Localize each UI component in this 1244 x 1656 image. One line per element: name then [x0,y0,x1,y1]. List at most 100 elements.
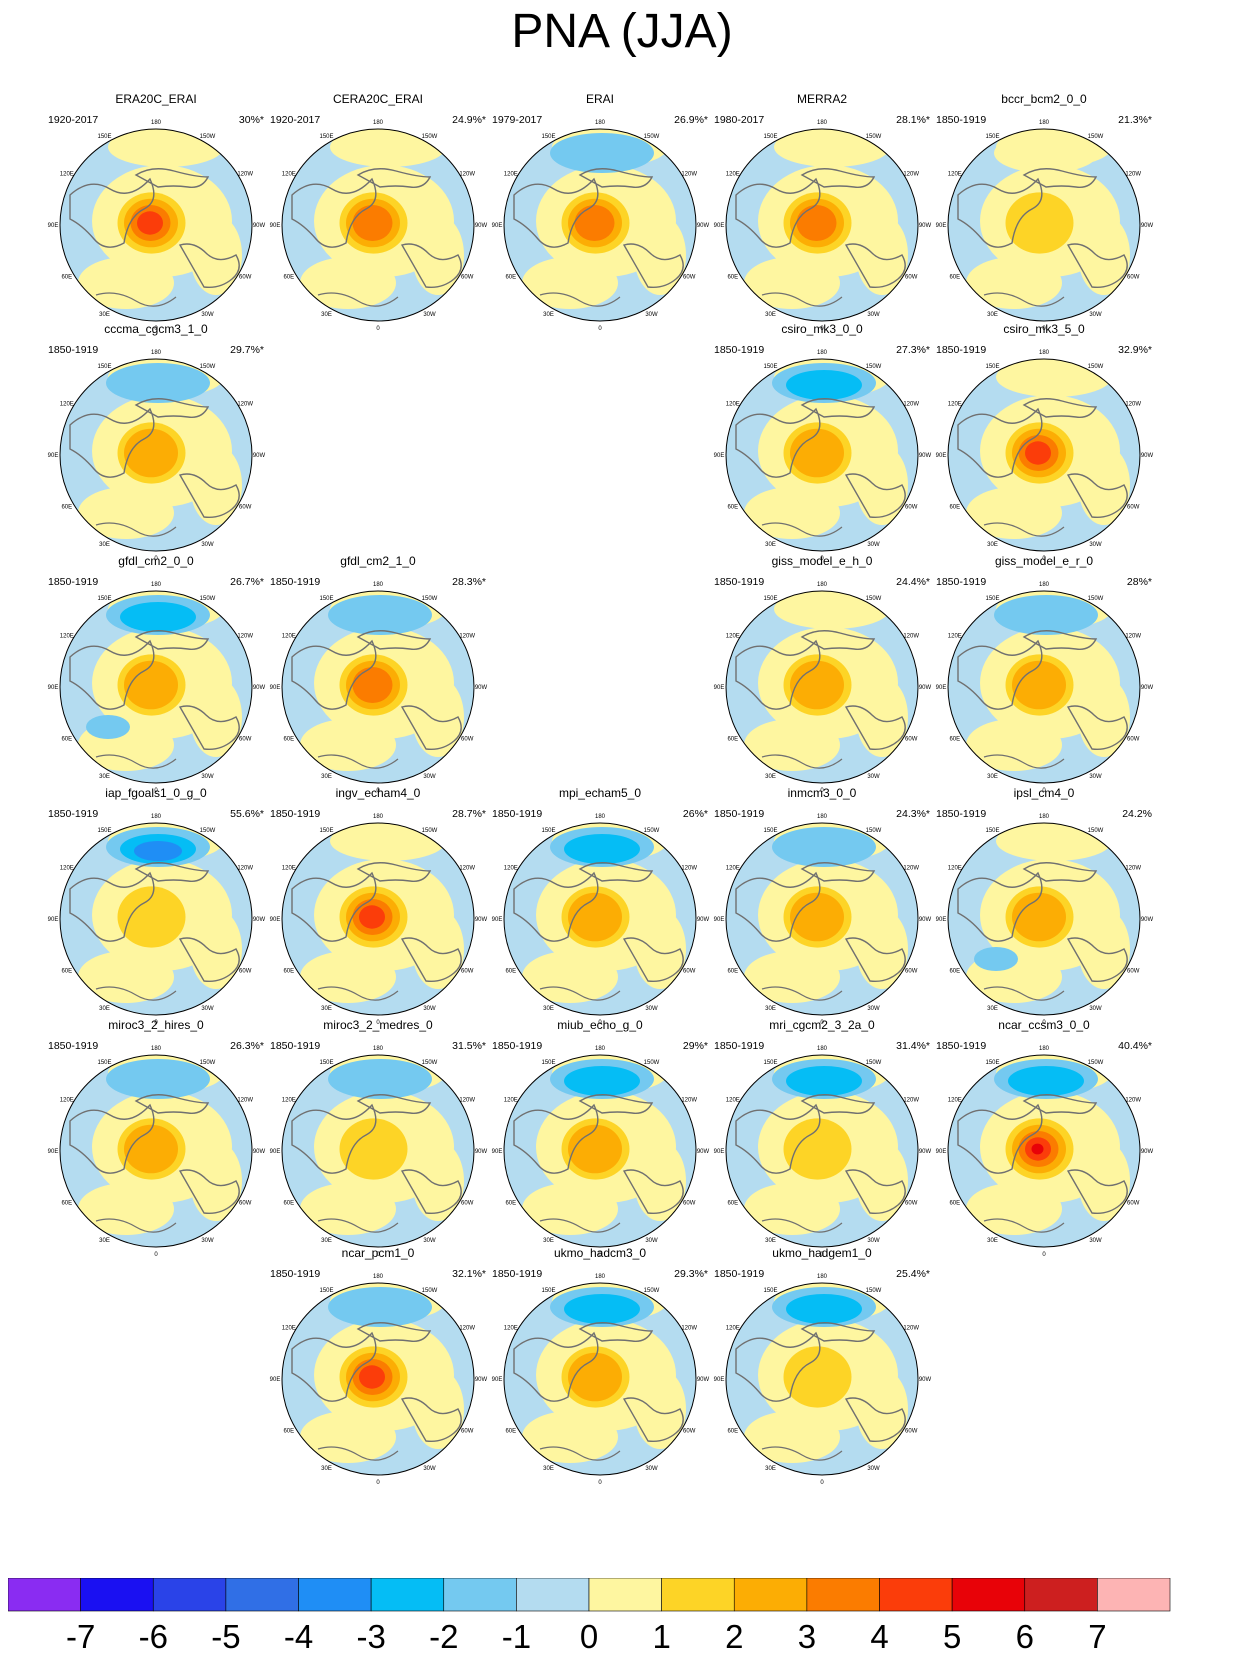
polar-map: 180 150W 120W 90W 60W 30W 0 30E 60E 90E 120E 150E [936,814,1154,1024]
positive-anomaly-region [744,1183,840,1235]
positive-anomaly-region [78,1183,174,1235]
panel-percent: 32.9%* [1118,344,1152,356]
longitude-label: 60W [905,505,918,511]
longitude-label: 60E [727,505,738,511]
longitude-label: 150E [985,1060,999,1066]
panel-percent: 26.9%* [674,114,708,126]
longitude-label: 30E [321,1006,332,1012]
longitude-label: 0 [376,1252,380,1256]
polar-map: 180 150W 120W 90W 60W 30W 0 30E 60E 90E 120E 150E [492,1274,710,1484]
longitude-label: 120E [948,634,962,640]
positive-anomaly-region [966,257,1062,309]
longitude-label: 30E [765,312,776,318]
longitude-label: 150E [97,596,111,602]
longitude-label: 150E [319,134,333,140]
positive-anomaly-region [300,1411,396,1463]
longitude-label: 90W [919,685,932,691]
panel-title: csiro_mk3_0_0 [781,322,863,336]
panel-period: 1850-1919 [714,808,765,820]
coastline [95,754,177,769]
colorbar-label: -3 [356,1618,385,1650]
longitude-label: 60E [61,275,72,281]
longitude-label: 60W [683,1429,696,1435]
longitude-label: 30E [987,312,998,318]
panel-title: giss_model_e_r_0 [994,554,1094,568]
longitude-label: 120E [504,1098,518,1104]
longitude-label: 60W [239,969,252,975]
coastline [317,754,399,769]
longitude-label: 120W [459,634,475,640]
longitude-label: 180 [1039,120,1050,126]
central-anomaly-level [124,660,178,710]
longitude-label: 90W [697,917,710,923]
longitude-label: 150W [200,1060,216,1066]
longitude-label: 90E [48,917,59,923]
longitude-label: 120W [1125,634,1141,640]
positive-anomaly-region [1078,445,1130,525]
coastline [291,168,462,289]
panel-period: 1920-2017 [270,114,321,126]
longitude-label: 30W [645,1006,658,1012]
panel-period: 1850-1919 [48,1040,99,1052]
colorbar-swatch [733,1578,808,1612]
positive-anomaly-region [190,909,242,989]
central-anomaly-level [359,1365,385,1389]
central-anomaly-level [568,1352,622,1402]
longitude-label: 0 [598,1020,602,1024]
coastline [761,522,843,537]
longitude-label: 30E [321,774,332,780]
longitude-label: 90E [936,223,947,229]
longitude-label: 150E [541,1288,555,1294]
positive-anomaly-region [300,719,396,771]
panel-title: miub_echo_g_0 [557,1018,643,1032]
colorbar-swatch [370,1578,445,1612]
panel-title: cccma_cgcm3_1_0 [104,322,208,336]
map-panel: 180 150W 120W 90W 60W 30W 0 30E 60E 90E 120E 150E in… [268,786,488,1024]
polar-map: 180 150W 120W 90W 60W 30W 0 30E 60E 90E 120E 150E [492,120,710,330]
longitude-label: 120E [948,1098,962,1104]
longitude-label: 150E [319,1060,333,1066]
longitude-label: 90W [475,1149,488,1155]
polar-map: 180 150W 120W 90W 60W 30W 0 30E 60E 90E 120E 150E [48,1046,266,1256]
polar-map: 180 150W 120W 90W 60W 30W 0 30E 60E 90E 120E 150E [936,350,1154,560]
colorbar-swatch [443,1578,517,1612]
positive-anomaly-region [856,215,908,295]
longitude-label: 90E [936,917,947,923]
longitude-label: 150E [97,828,111,834]
map-boundary [503,822,697,1016]
longitude-label: 60W [905,1201,918,1207]
longitude-label: 180 [817,582,828,588]
longitude-label: 120E [504,866,518,872]
map-panel: 180 150W 120W 90W 60W 30W 0 30E 60E 90E 120E 150E gf… [268,554,488,792]
longitude-label: 150E [319,1288,333,1294]
positive-anomaly-region [1078,215,1130,295]
longitude-label: 120W [237,402,253,408]
longitude-label: 60W [1127,275,1140,281]
longitude-label: 90W [1141,453,1154,459]
coastline [761,986,843,1001]
longitude-label: 150E [763,364,777,370]
longitude-label: 30W [423,774,436,780]
north-pacific-anomaly [106,1059,210,1099]
longitude-label: 30E [543,1238,554,1244]
longitude-label: 0 [376,1020,380,1024]
longitude-label: 60E [727,737,738,743]
central-anomaly-level [1005,192,1074,254]
longitude-label: 30W [645,1466,658,1472]
coastline [69,168,240,289]
longitude-label: 60W [683,1201,696,1207]
coastline [983,986,1065,1001]
north-pacific-anomaly [550,133,654,173]
central-anomaly-level [124,1124,178,1174]
colorbar-swatch [80,1578,154,1612]
polar-map: 180 150W 120W 90W 60W 30W 0 30E 60E 90E 120E 150E [714,120,932,330]
longitude-label: 30W [201,312,214,318]
longitude-label: 120E [504,1326,518,1332]
positive-anomaly-region [300,1183,396,1235]
longitude-label: 30W [1089,542,1102,548]
longitude-label: 30E [543,312,554,318]
polar-map: 180 150W 120W 90W 60W 30W 0 30E 60E 90E 120E 150E [270,120,488,330]
central-anomaly-level [790,892,844,942]
map-panel: 180 150W 120W 90W 60W 30W 0 30E 60E 90E 120E 150E gf… [46,554,266,792]
longitude-label: 30E [99,312,110,318]
